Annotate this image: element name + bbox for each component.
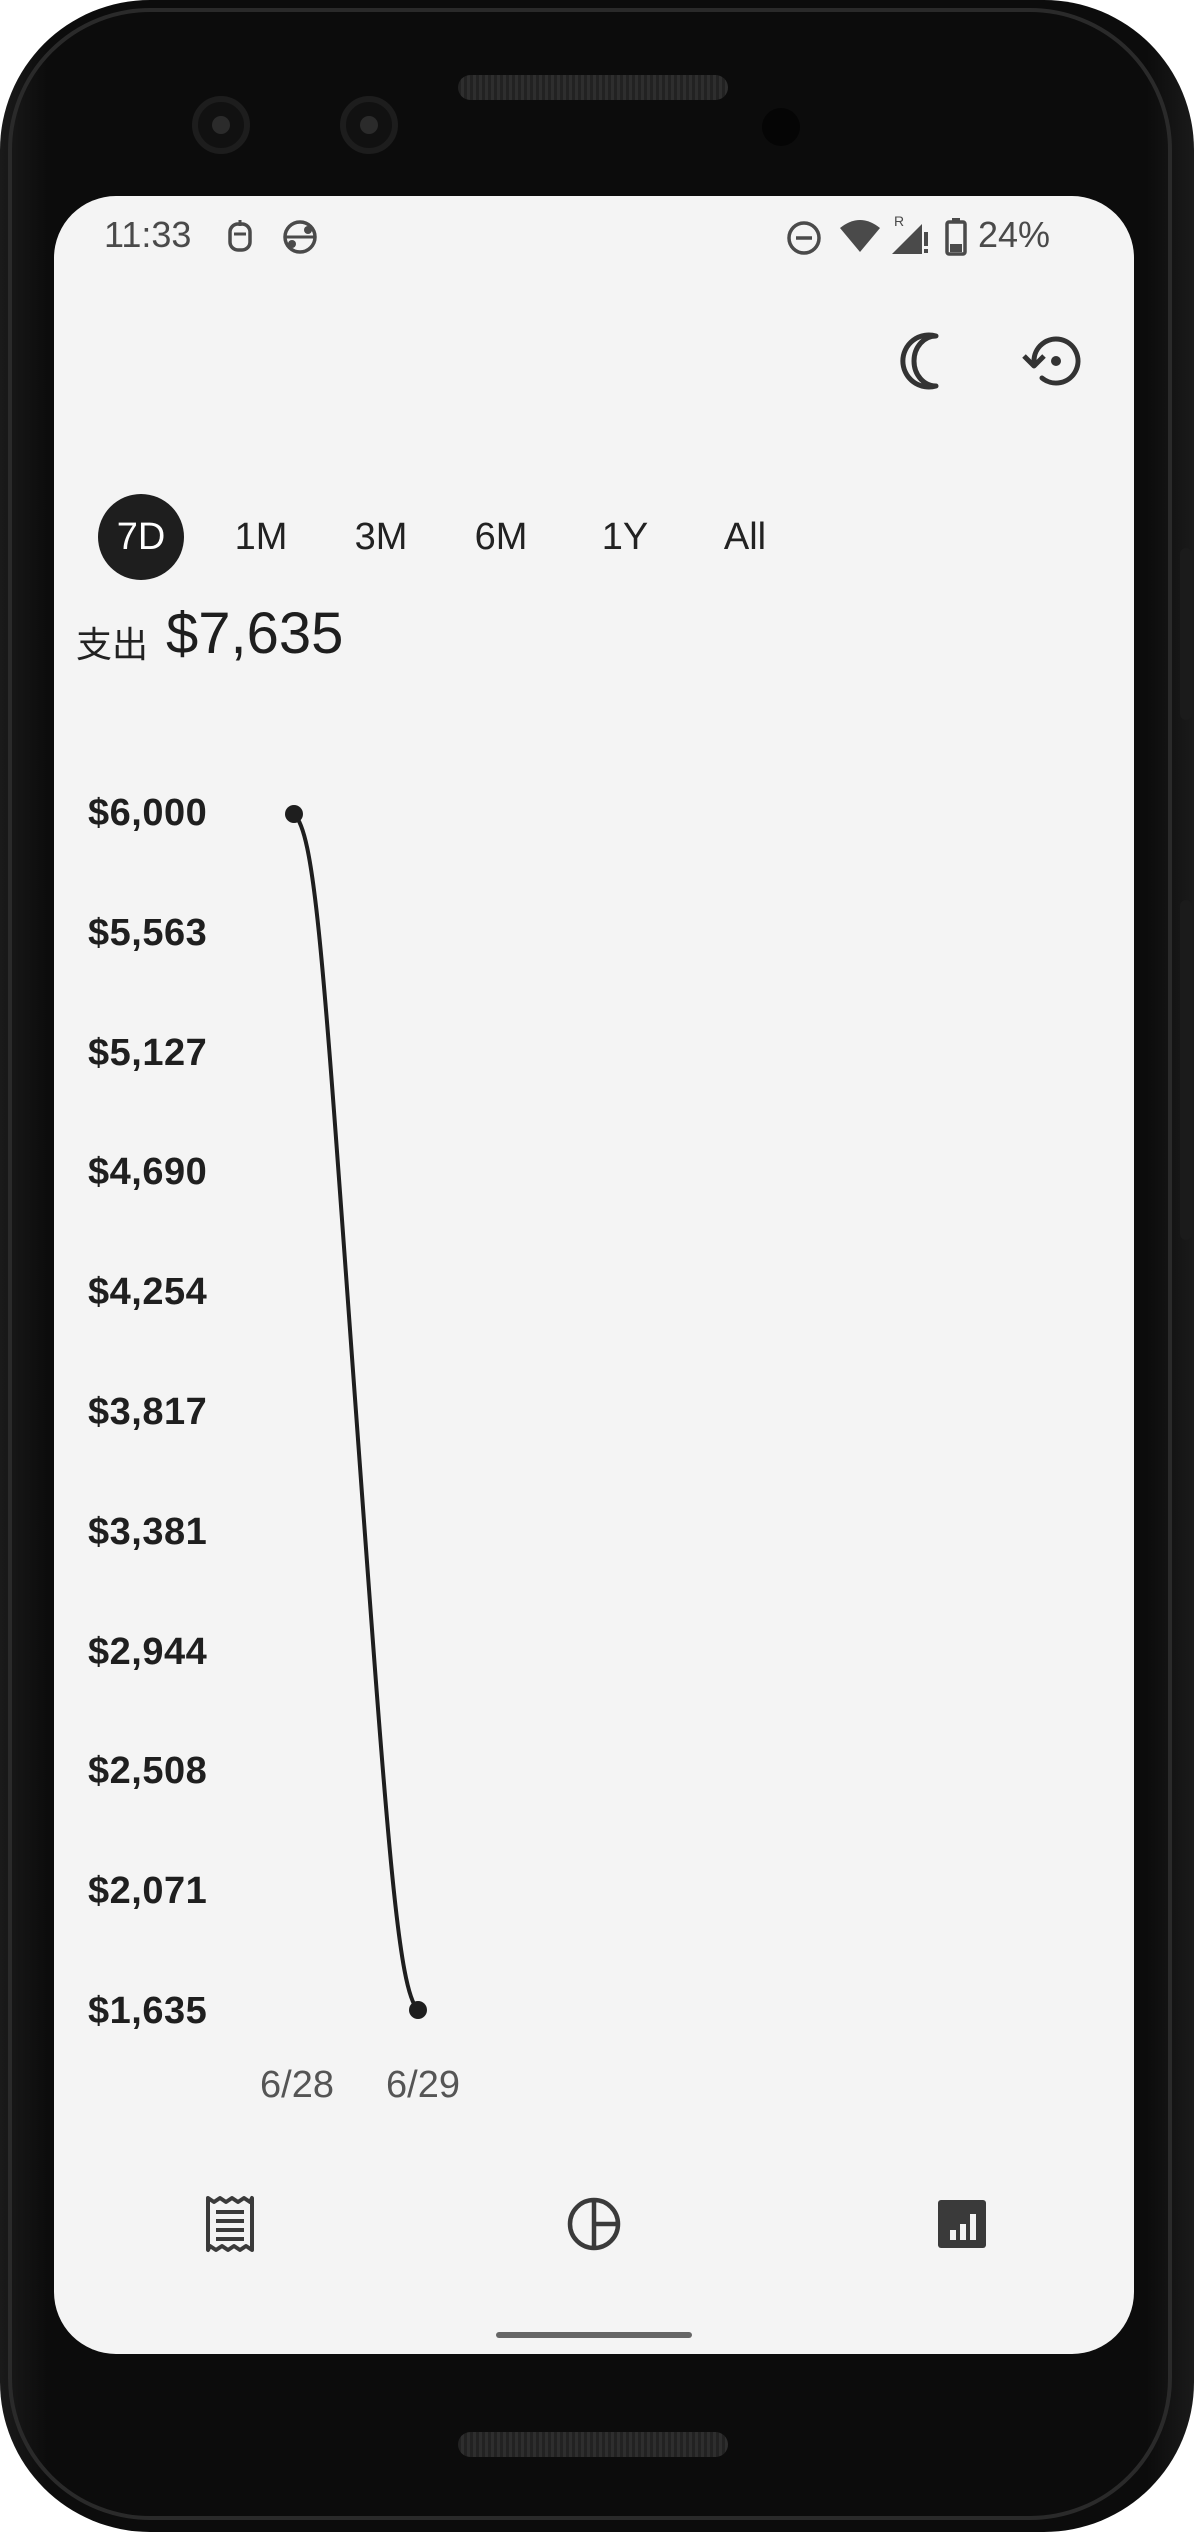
earpiece-bottom (458, 2432, 728, 2457)
tab-1m[interactable]: 1M (234, 516, 288, 558)
do-not-disturb-icon (787, 221, 821, 255)
y-tick-label: $5,127 (88, 1032, 208, 1074)
tab-3m[interactable]: 3M (354, 516, 408, 558)
y-tick-label: $2,944 (88, 1631, 208, 1673)
bar-chart-icon[interactable] (932, 2194, 992, 2254)
tab-1y[interactable]: 1Y (601, 516, 649, 558)
tab-7d[interactable]: 7D (98, 494, 184, 580)
series-line (292, 812, 420, 2012)
vpn-icon (283, 220, 317, 254)
pie-chart-icon[interactable] (564, 2194, 624, 2254)
status-time: 11:33 (104, 214, 192, 255)
proximity-sensor (762, 108, 800, 146)
wifi-icon (840, 220, 880, 252)
y-tick-label: $4,254 (88, 1271, 208, 1313)
data-point[interactable] (285, 805, 303, 823)
data-point[interactable] (409, 2001, 427, 2019)
home-indicator[interactable] (496, 2332, 692, 2338)
history-icon[interactable] (1018, 326, 1088, 396)
power-button (1180, 548, 1192, 720)
moon-icon[interactable] (892, 326, 962, 396)
y-tick-label: $6,000 (88, 792, 208, 834)
summary-label: 支出 (76, 624, 149, 665)
front-camera-left (192, 96, 250, 154)
y-tick-label: $3,381 (88, 1511, 208, 1553)
screen: 11:33 R 24% (54, 196, 1134, 2354)
svg-text:R: R (894, 213, 904, 229)
notification-icon (228, 220, 252, 252)
tab-6m[interactable]: 6M (474, 516, 528, 558)
y-tick-label: $1,635 (88, 1990, 208, 2032)
y-tick-label: $2,071 (88, 1870, 208, 1912)
battery-icon (945, 218, 967, 256)
y-tick-label: $2,508 (88, 1750, 208, 1792)
phone-edge (8, 8, 1172, 2520)
y-tick-label: $3,817 (88, 1391, 208, 1433)
spending-line-chart (285, 805, 427, 2019)
y-tick-label: $4,690 (88, 1151, 208, 1193)
volume-button (1180, 900, 1192, 1240)
y-tick-label: $5,563 (88, 912, 208, 954)
tab-all[interactable]: All (723, 516, 767, 558)
battery-percent: 24% (978, 214, 1051, 255)
front-camera-right (340, 96, 398, 154)
x-tick-label: 6/29 (386, 2064, 460, 2106)
summary-amount: $7,635 (166, 601, 344, 666)
earpiece-top (458, 75, 728, 100)
receipt-icon[interactable] (200, 2194, 260, 2254)
signal-icon: R (892, 213, 928, 254)
x-tick-label: 6/28 (260, 2064, 334, 2106)
status-bar: 11:33 R 24% (54, 196, 1134, 276)
